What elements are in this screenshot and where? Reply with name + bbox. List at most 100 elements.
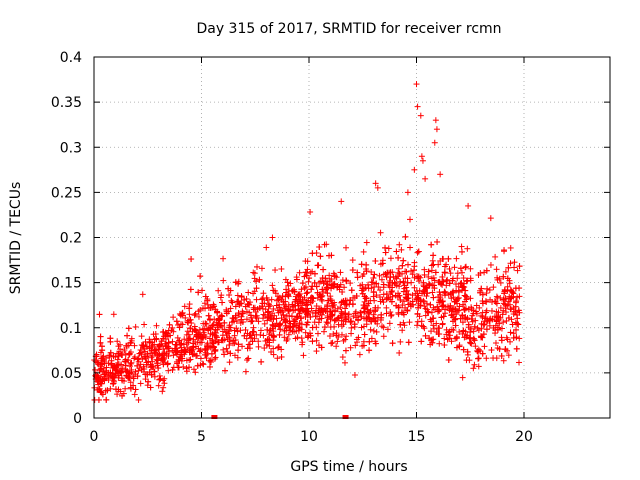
data-point (457, 315, 464, 322)
data-point (115, 361, 122, 368)
data-point (452, 322, 459, 329)
data-point (101, 371, 108, 378)
data-point (460, 346, 467, 353)
data-point (328, 312, 335, 319)
data-point (343, 333, 350, 340)
data-point (214, 322, 221, 329)
data-point (165, 367, 172, 374)
data-point (328, 340, 335, 347)
data-point (303, 307, 310, 314)
data-point (472, 317, 479, 324)
data-point (302, 302, 309, 309)
data-point (509, 321, 516, 328)
data-point (202, 347, 209, 354)
data-point (220, 277, 227, 284)
data-point (155, 346, 162, 353)
data-point (197, 347, 204, 354)
data-point (383, 296, 390, 303)
data-point (185, 319, 192, 326)
data-point (197, 273, 204, 280)
data-point (377, 287, 384, 294)
data-point (454, 295, 461, 302)
data-point (393, 302, 400, 309)
data-point (119, 377, 126, 384)
data-point (177, 312, 184, 319)
data-point (493, 355, 500, 362)
data-point (364, 306, 371, 313)
data-point (481, 315, 488, 322)
data-point (492, 330, 499, 337)
outlier-point (465, 202, 472, 209)
data-point (176, 337, 183, 344)
data-point (430, 304, 437, 311)
data-point (103, 396, 110, 403)
data-point (373, 292, 380, 299)
data-point (134, 362, 141, 369)
data-point (411, 274, 418, 281)
data-point (378, 311, 385, 318)
data-point (324, 302, 331, 309)
x-axis-label: GPS time / hours (290, 459, 407, 475)
data-point (192, 369, 199, 376)
data-point (456, 328, 463, 335)
data-point (500, 296, 507, 303)
data-point (286, 324, 293, 331)
data-point (397, 296, 404, 303)
outlier-point (338, 198, 345, 205)
data-point (490, 324, 497, 331)
data-point (348, 287, 355, 294)
data-point (516, 359, 523, 366)
data-point (439, 298, 446, 305)
data-point (376, 294, 383, 301)
data-point (476, 304, 483, 311)
data-point (300, 352, 307, 359)
data-point (257, 331, 264, 338)
data-point (510, 290, 517, 297)
x-tick-labels: 0 5 10 15 20 (90, 429, 533, 445)
data-point (290, 307, 297, 314)
data-point (211, 355, 218, 362)
data-point (487, 215, 494, 222)
data-point (97, 333, 104, 340)
data-point (426, 335, 433, 342)
data-point (474, 325, 481, 332)
data-point (488, 307, 495, 314)
data-point (121, 358, 128, 365)
data-point (207, 305, 214, 312)
data-point (149, 364, 156, 371)
data-point (342, 336, 349, 343)
data-point (468, 340, 475, 347)
data-point (269, 282, 276, 289)
data-point (409, 271, 416, 278)
data-point (155, 382, 162, 389)
data-point (141, 348, 148, 355)
data-point (430, 325, 437, 332)
data-point (506, 295, 513, 302)
data-point (487, 261, 494, 268)
data-point (361, 298, 368, 305)
data-point (188, 256, 195, 263)
data-point (284, 335, 291, 342)
data-point (380, 333, 387, 340)
data-point (507, 260, 514, 267)
data-point (493, 293, 500, 300)
data-point (299, 341, 306, 348)
data-point (212, 354, 219, 361)
data-point (223, 345, 230, 352)
data-point (430, 322, 437, 329)
data-point (388, 289, 395, 296)
data-point (483, 298, 490, 305)
data-point (386, 320, 393, 327)
data-point (119, 352, 126, 359)
data-point (183, 365, 190, 372)
data-point (453, 255, 460, 262)
data-point (151, 368, 158, 375)
data-point (299, 280, 306, 287)
data-point (186, 305, 193, 312)
data-point (170, 328, 177, 335)
data-point (475, 272, 482, 279)
data-point (473, 308, 480, 315)
data-point (411, 267, 418, 274)
data-point (298, 286, 305, 293)
data-point (338, 331, 345, 338)
